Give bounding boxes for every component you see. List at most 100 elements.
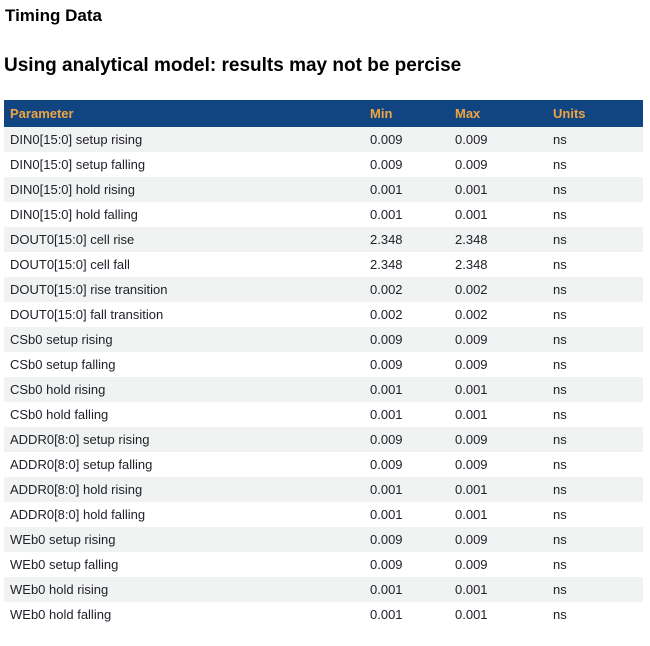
cell-parameter: DIN0[15:0] setup rising <box>10 132 143 147</box>
cell-parameter: CSb0 setup rising <box>10 332 113 347</box>
cell-units: ns <box>553 307 567 322</box>
cell-min: 2.348 <box>370 232 403 247</box>
cell-units: ns <box>553 332 567 347</box>
cell-max: 0.001 <box>455 507 488 522</box>
cell-min: 0.002 <box>370 307 403 322</box>
cell-min: 2.348 <box>370 257 403 272</box>
table-row: WEb0 hold falling 0.001 0.001 ns <box>4 602 643 627</box>
column-header-parameter: Parameter <box>4 100 370 127</box>
cell-max: 0.009 <box>455 457 488 472</box>
cell-max: 0.009 <box>455 532 488 547</box>
cell-max: 0.009 <box>455 157 488 172</box>
cell-units: ns <box>553 357 567 372</box>
table-row: WEb0 hold rising 0.001 0.001 ns <box>4 577 643 602</box>
cell-parameter: DOUT0[15:0] rise transition <box>10 282 168 297</box>
column-header-min: Min <box>370 100 455 127</box>
cell-min: 0.001 <box>370 607 403 622</box>
cell-min: 0.009 <box>370 557 403 572</box>
cell-parameter: ADDR0[8:0] hold falling <box>10 507 146 522</box>
header-row: Parameter Min Max Units <box>4 100 643 127</box>
cell-min: 0.001 <box>370 382 403 397</box>
table-row: DOUT0[15:0] rise transition 0.002 0.002 … <box>4 277 643 302</box>
page-subtitle: Using analytical model: results may not … <box>4 55 462 76</box>
table-row: WEb0 setup falling 0.009 0.009 ns <box>4 552 643 577</box>
cell-min: 0.002 <box>370 282 403 297</box>
cell-parameter: DOUT0[15:0] cell fall <box>10 257 130 272</box>
cell-units: ns <box>553 482 567 497</box>
cell-max: 0.001 <box>455 182 488 197</box>
cell-parameter: WEb0 hold rising <box>10 582 109 597</box>
cell-min: 0.001 <box>370 582 403 597</box>
table-row: ADDR0[8:0] hold falling 0.001 0.001 ns <box>4 502 643 527</box>
cell-parameter: DOUT0[15:0] cell rise <box>10 232 135 247</box>
table-row: DIN0[15:0] hold falling 0.001 0.001 ns <box>4 202 643 227</box>
cell-max: 2.348 <box>455 232 488 247</box>
table-row: ADDR0[8:0] setup falling 0.009 0.009 ns <box>4 452 643 477</box>
cell-min: 0.009 <box>370 132 403 147</box>
cell-max: 0.002 <box>455 282 488 297</box>
table-row: DIN0[15:0] setup falling 0.009 0.009 ns <box>4 152 643 177</box>
table-row: CSb0 setup falling 0.009 0.009 ns <box>4 352 643 377</box>
cell-min: 0.009 <box>370 357 403 372</box>
cell-parameter: ADDR0[8:0] setup rising <box>10 432 150 447</box>
cell-max: 0.002 <box>455 307 488 322</box>
cell-min: 0.009 <box>370 157 403 172</box>
cell-units: ns <box>553 532 567 547</box>
cell-parameter: DIN0[15:0] setup falling <box>10 157 146 172</box>
table-row: DOUT0[15:0] fall transition 0.002 0.002 … <box>4 302 643 327</box>
table-row: CSb0 hold rising 0.001 0.001 ns <box>4 377 643 402</box>
cell-max: 0.001 <box>455 607 488 622</box>
cell-units: ns <box>553 432 567 447</box>
cell-max: 0.001 <box>455 207 488 222</box>
cell-units: ns <box>553 382 567 397</box>
cell-units: ns <box>553 182 567 197</box>
cell-min: 0.009 <box>370 332 403 347</box>
cell-max: 2.348 <box>455 257 488 272</box>
cell-parameter: DIN0[15:0] hold falling <box>10 207 138 222</box>
table-row: WEb0 setup rising 0.009 0.009 ns <box>4 527 643 552</box>
cell-max: 0.009 <box>455 557 488 572</box>
table-row: CSb0 setup rising 0.009 0.009 ns <box>4 327 643 352</box>
table-row: CSb0 hold falling 0.001 0.001 ns <box>4 402 643 427</box>
table-row: DOUT0[15:0] cell rise 2.348 2.348 ns <box>4 227 643 252</box>
timing-table: Parameter Min Max Units DIN0[15:0] setup… <box>4 100 643 627</box>
cell-units: ns <box>553 282 567 297</box>
cell-parameter: CSb0 hold falling <box>10 407 109 422</box>
cell-max: 0.001 <box>455 482 488 497</box>
page-title: Timing Data <box>5 6 102 25</box>
cell-units: ns <box>553 607 567 622</box>
cell-units: ns <box>553 132 567 147</box>
cell-parameter: DOUT0[15:0] fall transition <box>10 307 164 322</box>
cell-units: ns <box>553 157 567 172</box>
cell-parameter: WEb0 setup falling <box>10 557 119 572</box>
cell-parameter: CSb0 setup falling <box>10 357 116 372</box>
cell-units: ns <box>553 557 567 572</box>
cell-parameter: WEb0 hold falling <box>10 607 112 622</box>
cell-parameter: CSb0 hold rising <box>10 382 106 397</box>
cell-min: 0.001 <box>370 482 403 497</box>
cell-max: 0.001 <box>455 382 488 397</box>
table-row: DIN0[15:0] setup rising 0.009 0.009 ns <box>4 127 643 152</box>
timing-table-body: DIN0[15:0] setup rising 0.009 0.009 ns D… <box>4 127 643 627</box>
cell-parameter: DIN0[15:0] hold rising <box>10 182 136 197</box>
cell-min: 0.001 <box>370 207 403 222</box>
table-row: DOUT0[15:0] cell fall 2.348 2.348 ns <box>4 252 643 277</box>
cell-units: ns <box>553 257 567 272</box>
cell-units: ns <box>553 457 567 472</box>
table-row: ADDR0[8:0] setup rising 0.009 0.009 ns <box>4 427 643 452</box>
cell-min: 0.009 <box>370 532 403 547</box>
cell-min: 0.001 <box>370 407 403 422</box>
cell-units: ns <box>553 207 567 222</box>
cell-min: 0.009 <box>370 457 403 472</box>
cell-min: 0.009 <box>370 432 403 447</box>
cell-units: ns <box>553 507 567 522</box>
column-header-max: Max <box>455 100 553 127</box>
cell-units: ns <box>553 232 567 247</box>
cell-min: 0.001 <box>370 507 403 522</box>
column-header-units: Units <box>553 100 643 127</box>
cell-max: 0.009 <box>455 132 488 147</box>
cell-max: 0.009 <box>455 357 488 372</box>
table-row: ADDR0[8:0] hold rising 0.001 0.001 ns <box>4 477 643 502</box>
cell-units: ns <box>553 582 567 597</box>
